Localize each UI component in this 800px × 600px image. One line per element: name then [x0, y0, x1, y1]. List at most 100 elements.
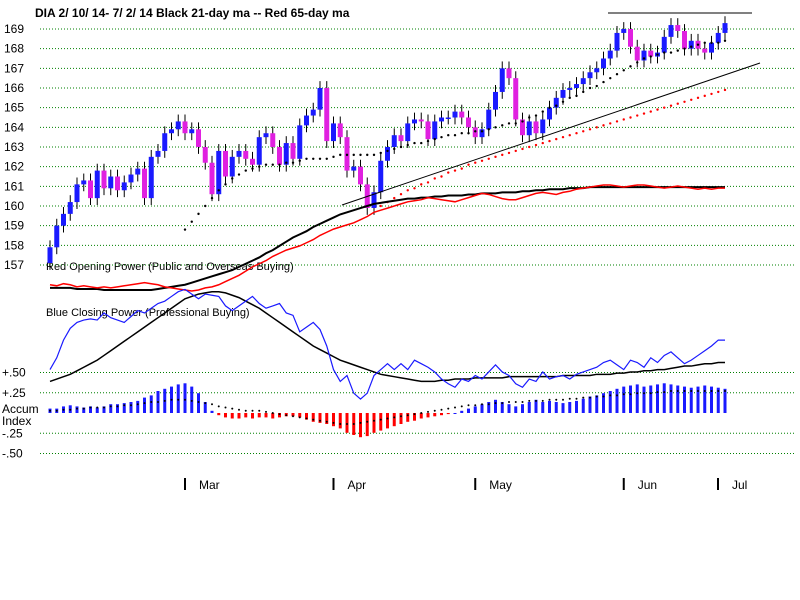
- ma21-point: [420, 141, 423, 145]
- ma65-point: [501, 153, 504, 157]
- candle-body: [182, 121, 188, 134]
- accum-ma-point: [231, 407, 234, 410]
- ma21-point: [555, 104, 558, 107]
- accum-ma-point: [366, 420, 369, 423]
- accum-bar: [581, 398, 585, 413]
- accum-bar: [629, 385, 632, 413]
- accum-bar: [136, 400, 140, 413]
- ma21-point: [183, 228, 187, 231]
- accum-ma-point: [663, 391, 666, 394]
- accum-bar: [514, 406, 518, 413]
- accum-ma-point: [656, 391, 659, 394]
- ma65-point: [690, 98, 693, 102]
- accum-bar: [183, 383, 187, 413]
- price-tick-label: 157: [4, 258, 24, 272]
- ma21-point: [372, 153, 376, 157]
- ma65-point: [433, 177, 436, 180]
- candle-body: [189, 129, 195, 134]
- accum-label-top: Accum: [2, 402, 39, 416]
- accum-bar: [480, 404, 484, 413]
- candle-body: [317, 88, 323, 110]
- accum-bar: [197, 393, 200, 413]
- accum-ma-point: [170, 398, 173, 401]
- ma21-point: [548, 106, 551, 109]
- candle-body: [432, 121, 438, 140]
- accum-ma-point: [298, 416, 301, 419]
- candle-body: [412, 119, 417, 124]
- candle-body: [574, 84, 579, 88]
- candle-body: [641, 50, 647, 61]
- accum-ma-point: [649, 392, 652, 395]
- ma21-point: [615, 73, 619, 76]
- ma65-point: [528, 145, 531, 149]
- accum-ma-point: [177, 398, 180, 401]
- candle-body: [398, 135, 404, 142]
- ma21-point: [717, 41, 720, 44]
- accum-ma-point: [312, 418, 315, 421]
- candle-body: [466, 117, 471, 128]
- candle-body: [621, 29, 627, 33]
- ma21-point: [285, 161, 288, 164]
- accum-ma-point: [724, 390, 726, 392]
- candles: [47, 16, 728, 270]
- ma21-point: [453, 134, 457, 137]
- ma21-point: [588, 86, 592, 90]
- ma65-point: [379, 204, 382, 208]
- closing-power-ma: [49, 290, 725, 383]
- candle-body: [560, 89, 566, 98]
- month-label: Jun: [638, 478, 657, 492]
- candle-body: [304, 115, 309, 126]
- candle-body: [236, 150, 242, 157]
- price-tick-label: 158: [4, 238, 24, 252]
- candle-body: [371, 192, 377, 208]
- accum-ma-point: [352, 423, 355, 425]
- moving-averages: [183, 39, 727, 231]
- accum-ma-point: [400, 415, 402, 418]
- candle-body: [499, 68, 505, 92]
- accum-ma-point: [130, 404, 132, 407]
- ma21-point: [474, 130, 477, 133]
- ma65-point: [656, 108, 659, 111]
- ma21-point: [359, 153, 362, 157]
- candle-body: [520, 119, 525, 136]
- accum-ma-point: [582, 396, 585, 399]
- accum-bar: [149, 395, 153, 413]
- ma21-point: [244, 169, 247, 172]
- ma65-point: [642, 112, 646, 115]
- ma21-point: [352, 153, 355, 157]
- accum-bar: [237, 413, 241, 419]
- accum-ma-point: [359, 421, 362, 424]
- month-label: Jul: [732, 478, 747, 492]
- ma21-point: [507, 122, 511, 125]
- accum-ma-point: [373, 419, 375, 422]
- accum-ma-point: [143, 402, 146, 405]
- candle-body: [74, 184, 80, 203]
- accum-ma-point: [481, 403, 483, 406]
- ma21-point: [467, 132, 470, 135]
- chart-title: DIA 2/ 10/ 14- 7/ 2/ 14 Black 21-day ma …: [35, 6, 350, 20]
- ma21-point: [291, 161, 295, 164]
- ma21-point: [406, 143, 409, 147]
- ma21-point: [460, 132, 463, 135]
- ma65-point: [696, 96, 700, 100]
- ma65-point: [609, 122, 612, 125]
- price-tick-label: 169: [4, 22, 24, 36]
- accum-bar: [649, 385, 653, 413]
- ma21-point: [433, 137, 436, 141]
- ma21-point: [440, 135, 443, 139]
- ma65-point: [487, 157, 490, 160]
- candle-body: [533, 121, 539, 134]
- ma65-point: [453, 169, 457, 172]
- ma21-point: [669, 51, 673, 54]
- ma65-point: [602, 124, 605, 127]
- candle-body: [108, 176, 114, 189]
- accum-ma-point: [460, 405, 463, 408]
- accum-bar: [89, 406, 92, 413]
- price-tick-label: 162: [4, 160, 24, 174]
- month-axis: Mar Apr May Jun Jul: [184, 478, 747, 492]
- accum-ma-point: [575, 397, 578, 400]
- ma21-point: [224, 183, 227, 186]
- ma21-point: [663, 51, 666, 54]
- ma21-point: [379, 151, 382, 155]
- accum-bar: [683, 386, 686, 413]
